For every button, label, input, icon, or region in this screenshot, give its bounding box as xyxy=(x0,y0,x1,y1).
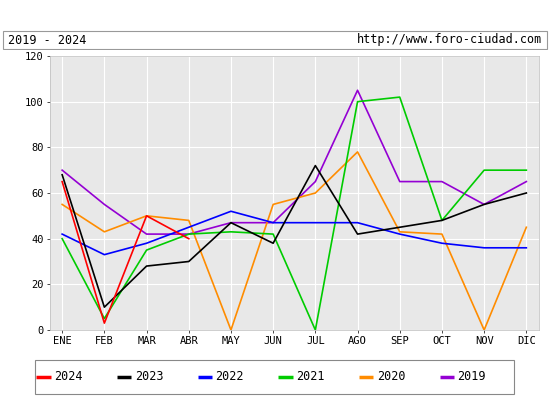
Text: 2021: 2021 xyxy=(296,370,324,384)
Text: 2019: 2019 xyxy=(457,370,486,384)
Text: 2023: 2023 xyxy=(135,370,163,384)
Text: 2019 - 2024: 2019 - 2024 xyxy=(8,34,87,46)
Text: 2020: 2020 xyxy=(377,370,405,384)
Text: 2022: 2022 xyxy=(215,370,244,384)
Text: Evolucion Nº Turistas Extranjeros en el municipio de Muras: Evolucion Nº Turistas Extranjeros en el … xyxy=(32,8,518,22)
FancyBboxPatch shape xyxy=(3,31,547,49)
Text: 2024: 2024 xyxy=(54,370,82,384)
FancyBboxPatch shape xyxy=(35,360,514,394)
Text: http://www.foro-ciudad.com: http://www.foro-ciudad.com xyxy=(356,34,542,46)
